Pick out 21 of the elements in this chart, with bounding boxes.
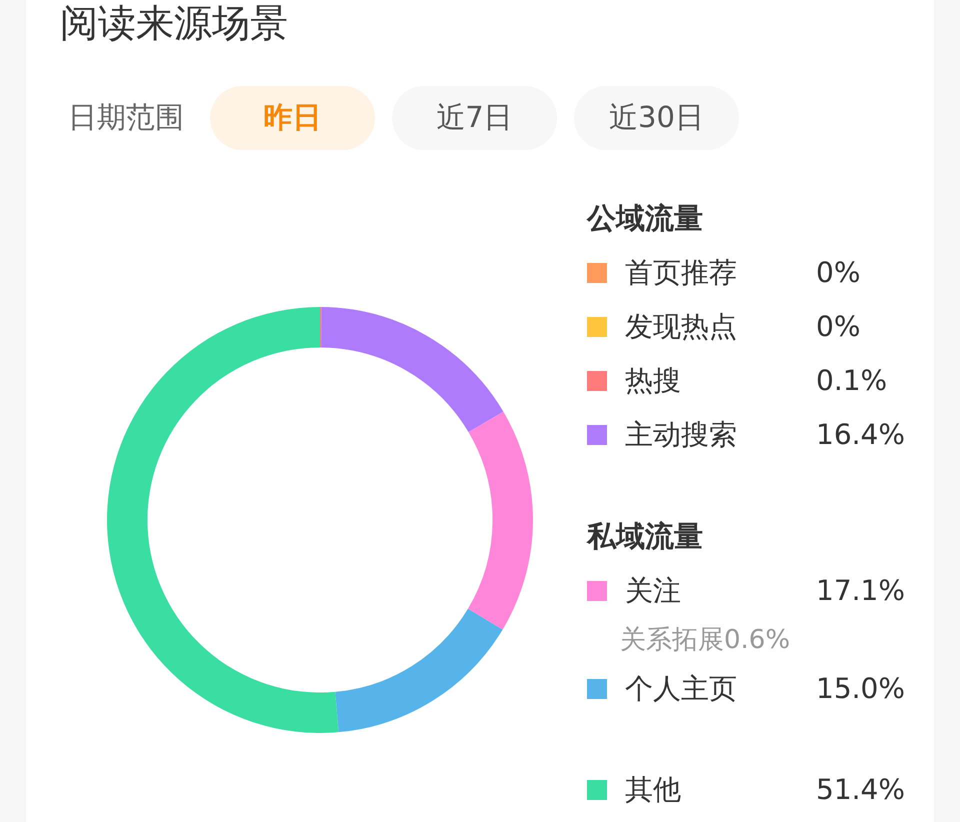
text: 关系拓展0.6%	[619, 624, 790, 657]
text: 0%	[816, 310, 860, 343]
legend-label: 个人主页	[625, 671, 737, 707]
data-label: 51.4%	[816, 772, 905, 808]
legend-label: 热搜	[625, 363, 681, 399]
legend-label: 发现热点	[625, 309, 737, 345]
text: 日期范围	[68, 99, 185, 136]
date-range-tab[interactable]: 近30日	[574, 86, 739, 150]
data-label: 16.4%	[816, 417, 905, 453]
data-label: 15.0%	[816, 671, 905, 707]
legend-label: 主动搜索	[625, 417, 737, 453]
date-range-tab[interactable]: 近7日	[392, 86, 557, 150]
legend-label: 关注	[625, 573, 681, 609]
legend-label: 首页推荐	[625, 255, 737, 291]
text: 私域流量	[587, 518, 704, 555]
data-label: 0.1%	[816, 363, 888, 399]
legend-label: 其他	[625, 772, 681, 808]
text: 公域流量	[587, 200, 704, 237]
text: 0%	[816, 256, 860, 289]
chart-title: 阅读来源场景	[60, 0, 288, 46]
data-label: 17.1%	[816, 573, 905, 609]
